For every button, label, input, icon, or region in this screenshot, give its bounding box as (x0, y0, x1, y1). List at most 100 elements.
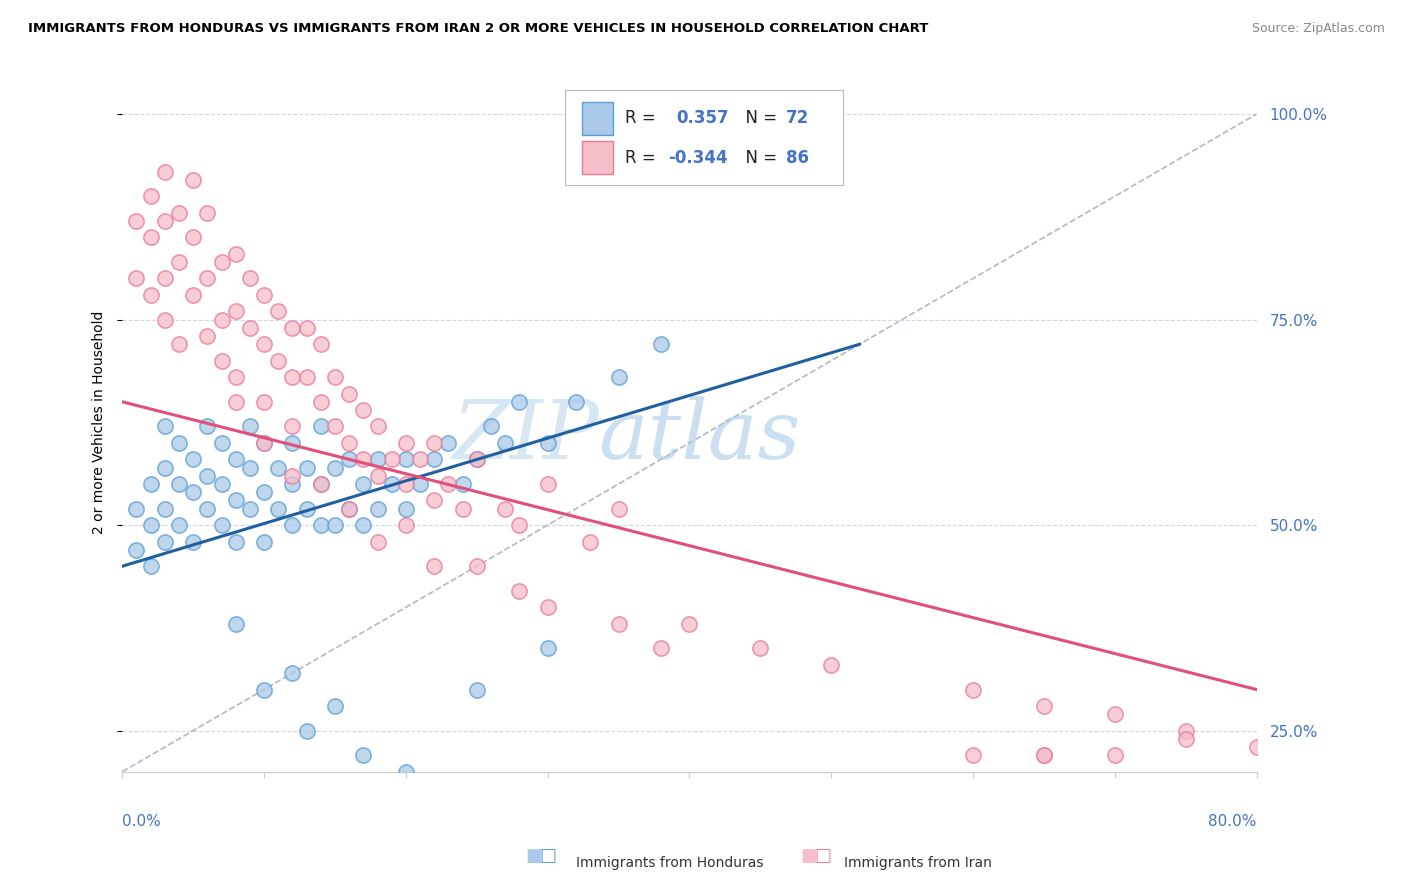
Point (195, 501, 218, 516)
Point (366, 501, 388, 516)
Point (281, 518, 304, 533)
Point (479, 419, 502, 434)
Point (281, 477, 304, 491)
Point (309, 477, 332, 491)
Point (309, 518, 332, 533)
Point (465, 452, 488, 467)
Point (352, 477, 374, 491)
Point (225, 304, 247, 318)
Point (607, 616, 630, 631)
Point (451, 501, 474, 516)
Point (181, 230, 204, 244)
Point (195, 329, 218, 343)
Point (295, 370, 318, 384)
Point (962, 682, 984, 697)
Point (381, 477, 404, 491)
Point (139, 189, 162, 203)
Point (253, 682, 276, 697)
Point (167, 518, 190, 533)
Point (295, 723, 318, 738)
Point (1032, 748, 1054, 763)
Point (366, 452, 388, 467)
Point (395, 501, 418, 516)
Point (225, 452, 247, 467)
Point (167, 337, 190, 351)
Point (211, 518, 233, 533)
Text: -0.344: -0.344 (668, 149, 727, 167)
Point (239, 501, 262, 516)
Point (537, 477, 560, 491)
Point (366, 419, 388, 434)
Point (125, 501, 148, 516)
Point (323, 419, 346, 434)
Point (211, 255, 233, 269)
Point (409, 477, 432, 491)
Point (281, 370, 304, 384)
Point (749, 641, 772, 656)
Point (211, 477, 233, 491)
Point (309, 337, 332, 351)
Point (139, 518, 162, 533)
Point (211, 353, 233, 368)
Point (181, 288, 204, 302)
Point (195, 468, 218, 483)
Point (239, 321, 262, 335)
Point (267, 501, 290, 516)
Point (650, 337, 672, 351)
Point (267, 353, 290, 368)
Point (167, 255, 190, 269)
Text: □: □ (814, 847, 831, 865)
Point (1032, 698, 1054, 713)
Point (181, 173, 204, 187)
Point (211, 312, 233, 326)
Point (125, 271, 148, 285)
Point (323, 460, 346, 475)
Point (195, 205, 218, 219)
Text: Immigrants from Iran: Immigrants from Iran (844, 855, 991, 870)
Point (225, 493, 247, 508)
Point (139, 288, 162, 302)
Point (494, 436, 516, 450)
Point (337, 452, 360, 467)
Point (337, 436, 360, 450)
Point (607, 501, 630, 516)
Point (225, 616, 247, 631)
Point (1246, 740, 1268, 755)
Point (962, 748, 984, 763)
Text: IMMIGRANTS FROM HONDURAS VS IMMIGRANTS FROM IRAN 2 OR MORE VEHICLES IN HOUSEHOLD: IMMIGRANTS FROM HONDURAS VS IMMIGRANTS F… (28, 22, 928, 36)
Point (153, 419, 176, 434)
Point (650, 641, 672, 656)
Point (295, 460, 318, 475)
Point (309, 477, 332, 491)
Point (337, 501, 360, 516)
Point (295, 321, 318, 335)
Point (253, 534, 276, 549)
Point (451, 477, 474, 491)
Point (253, 436, 276, 450)
Point (508, 518, 530, 533)
Text: ZIP: ZIP (451, 396, 599, 476)
Point (494, 501, 516, 516)
Point (366, 468, 388, 483)
Point (352, 452, 374, 467)
Text: ■: ■ (800, 847, 817, 865)
Y-axis label: 2 or more Vehicles in Household: 2 or more Vehicles in Household (93, 310, 107, 534)
Point (167, 436, 190, 450)
Point (181, 452, 204, 467)
Point (239, 419, 262, 434)
Point (225, 247, 247, 261)
Point (352, 748, 374, 763)
Point (281, 419, 304, 434)
Point (253, 485, 276, 500)
Point (167, 205, 190, 219)
Point (181, 485, 204, 500)
Point (1104, 748, 1126, 763)
Point (153, 164, 176, 178)
Point (153, 501, 176, 516)
Bar (582, 141, 613, 175)
Point (281, 666, 304, 681)
Point (508, 583, 530, 598)
Point (437, 436, 460, 450)
Point (195, 419, 218, 434)
Point (337, 501, 360, 516)
